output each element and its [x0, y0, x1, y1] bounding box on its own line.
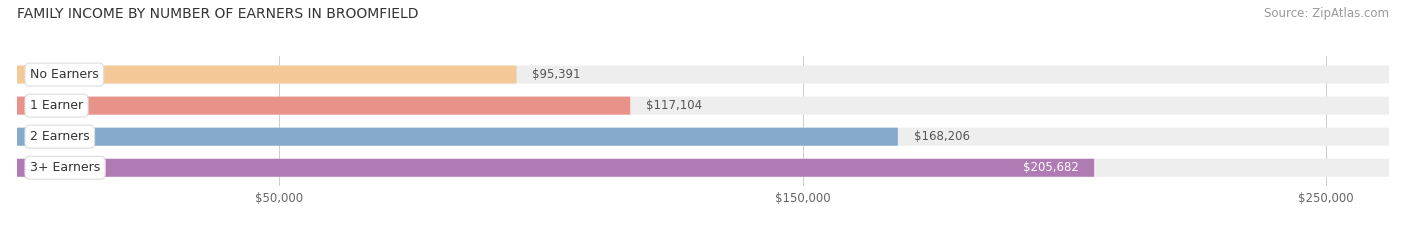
Text: $168,206: $168,206: [914, 130, 970, 143]
Text: 1 Earner: 1 Earner: [30, 99, 83, 112]
Text: FAMILY INCOME BY NUMBER OF EARNERS IN BROOMFIELD: FAMILY INCOME BY NUMBER OF EARNERS IN BR…: [17, 7, 419, 21]
FancyBboxPatch shape: [17, 128, 898, 146]
Text: 3+ Earners: 3+ Earners: [30, 161, 100, 174]
Text: 2 Earners: 2 Earners: [30, 130, 90, 143]
Text: No Earners: No Earners: [30, 68, 98, 81]
Text: $205,682: $205,682: [1022, 161, 1078, 174]
FancyBboxPatch shape: [17, 159, 1094, 177]
Text: Source: ZipAtlas.com: Source: ZipAtlas.com: [1264, 7, 1389, 20]
FancyBboxPatch shape: [17, 65, 1389, 84]
FancyBboxPatch shape: [17, 97, 630, 115]
FancyBboxPatch shape: [17, 97, 1389, 115]
Text: $95,391: $95,391: [533, 68, 581, 81]
FancyBboxPatch shape: [17, 159, 1389, 177]
FancyBboxPatch shape: [17, 65, 516, 84]
FancyBboxPatch shape: [17, 128, 1389, 146]
Text: $117,104: $117,104: [645, 99, 702, 112]
